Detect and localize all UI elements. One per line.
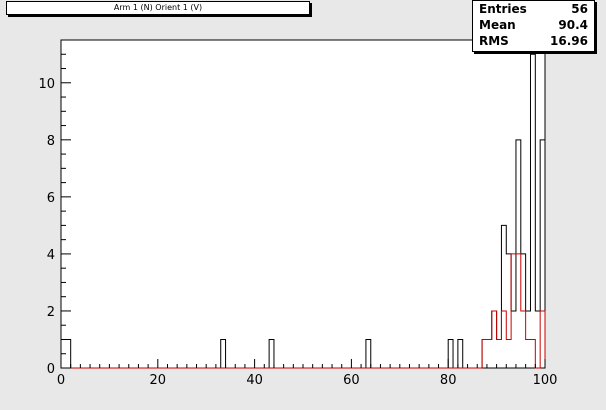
histogram-bin [448,339,453,368]
stats-label: RMS [479,34,509,48]
x-tick-label: 20 [150,373,167,388]
histogram-bin [269,339,274,368]
stats-value: 56 [571,2,588,16]
histogram-bin [535,311,540,368]
histogram-bin [501,311,506,368]
y-tick-label: 2 [47,305,55,320]
x-tick-label: 80 [440,373,457,388]
x-tick-label: 100 [533,373,558,388]
stats-row-mean: Mean 90.4 [473,17,594,33]
frame-area [60,39,546,369]
histogram-bin [487,339,492,368]
stats-row-entries: Entries 56 [473,1,594,17]
histogram-title: Arm 1 (N) Orient 1 (V) [6,1,310,15]
stats-row-rms: RMS 16.96 [473,33,594,49]
y-tick-label: 0 [47,362,55,377]
y-tick-label: 8 [47,134,55,149]
histogram-series-1 [61,253,546,369]
y-tick-label: 4 [47,248,55,263]
x-tick-label: 60 [343,373,360,388]
histogram-bin [221,339,226,368]
histogram-bin [492,311,497,368]
histogram-bin [506,339,511,368]
histogram-bin [530,54,535,368]
histogram-bin [540,311,545,368]
histogram-bin [521,311,526,368]
y-tick-label: 10 [38,77,55,92]
axis-layer: 0 20 40 60 80 100 0 2 4 6 8 10 [38,53,558,388]
y-tick-label: 6 [47,191,55,206]
histogram-bin [497,339,502,368]
stats-value: 90.4 [558,18,588,32]
stats-box: Entries 56 Mean 90.4 RMS 16.96 [472,0,595,52]
x-tick-label: 0 [57,373,65,388]
histogram-bin [66,339,71,368]
histogram-bin [516,254,521,368]
histogram-bin [458,339,463,368]
stats-value: 16.96 [550,34,588,48]
histogram-bin [511,254,516,368]
histogram-bin [530,339,535,368]
histogram-bin [366,339,371,368]
histogram-bin [526,339,531,368]
histogram-bin [482,339,487,368]
series-layer [60,53,546,369]
stats-label: Mean [479,18,516,32]
x-tick-label: 40 [246,373,263,388]
stats-label: Entries [479,2,527,16]
